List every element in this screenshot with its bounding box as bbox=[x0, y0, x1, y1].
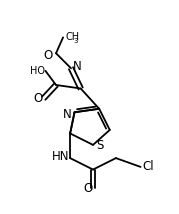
Text: N: N bbox=[63, 108, 71, 120]
Text: 3: 3 bbox=[74, 38, 78, 44]
Text: N: N bbox=[73, 60, 81, 73]
Text: HN: HN bbox=[52, 150, 69, 163]
Text: HO: HO bbox=[30, 66, 45, 76]
Text: S: S bbox=[96, 139, 104, 152]
Text: O: O bbox=[33, 92, 42, 105]
Text: Cl: Cl bbox=[142, 159, 154, 172]
Text: O: O bbox=[83, 181, 92, 195]
Text: O: O bbox=[44, 49, 53, 61]
Text: CH: CH bbox=[65, 31, 79, 42]
